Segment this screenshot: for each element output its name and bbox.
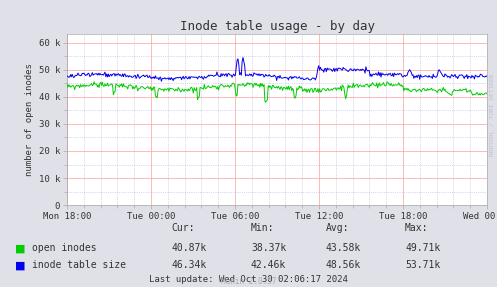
Text: Avg:: Avg: [326, 223, 349, 233]
Text: 49.71k: 49.71k [405, 243, 440, 253]
Text: ■: ■ [15, 261, 25, 270]
Text: 38.37k: 38.37k [251, 243, 286, 253]
Text: inode table size: inode table size [32, 261, 126, 270]
Text: 43.58k: 43.58k [326, 243, 361, 253]
Text: 48.56k: 48.56k [326, 261, 361, 270]
Text: open inodes: open inodes [32, 243, 97, 253]
Text: 46.34k: 46.34k [171, 261, 207, 270]
Text: 42.46k: 42.46k [251, 261, 286, 270]
Y-axis label: number of open inodes: number of open inodes [25, 63, 34, 176]
Text: Min:: Min: [251, 223, 274, 233]
Text: 53.71k: 53.71k [405, 261, 440, 270]
Text: Last update: Wed Oct 30 02:06:17 2024: Last update: Wed Oct 30 02:06:17 2024 [149, 275, 348, 284]
Text: Munin 2.0.57: Munin 2.0.57 [221, 277, 276, 286]
Text: 40.87k: 40.87k [171, 243, 207, 253]
Title: Inode table usage - by day: Inode table usage - by day [179, 20, 375, 33]
Text: Max:: Max: [405, 223, 428, 233]
Text: RRDTOOL / TOBI OETIKER: RRDTOOL / TOBI OETIKER [490, 73, 495, 156]
Text: Cur:: Cur: [171, 223, 195, 233]
Text: ■: ■ [15, 243, 25, 253]
